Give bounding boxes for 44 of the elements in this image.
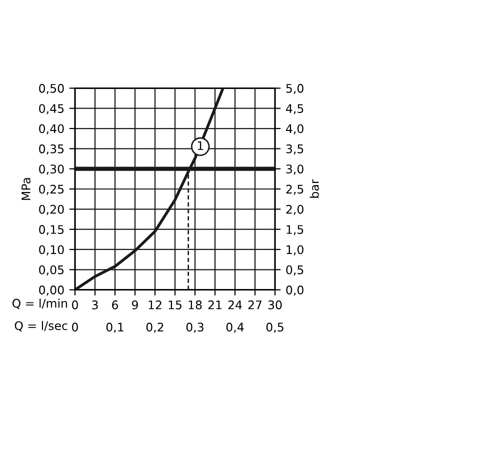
y-tick-label: 0,20: [39, 204, 64, 216]
x-tick-label: 21: [208, 300, 222, 310]
y-tick-label: 0,10: [39, 245, 64, 256]
y2-tick-label: 3,5: [286, 144, 304, 155]
y-tick-label: 0,25: [39, 184, 64, 195]
x-tick-label: 27: [248, 300, 262, 310]
x-tick-label: 15: [168, 300, 182, 310]
y2-tick-label: 1,0: [286, 245, 304, 256]
y-tick-label: 0,45: [39, 104, 64, 114]
x-tick-label: 24: [228, 300, 242, 310]
y2-tick-label: 1,5: [286, 225, 304, 236]
x-tick-label: 0: [72, 300, 78, 310]
x-tick-label: 6: [112, 300, 118, 310]
x2-axis-title: Q = l/sec: [14, 320, 68, 332]
x-axis-title: Q = l/min: [12, 298, 67, 310]
y2-tick-label: 3,0: [286, 164, 304, 175]
x-tick-label: 30: [268, 300, 282, 310]
y-axis-title: MPa: [22, 178, 30, 200]
x2-tick-label: 0,4: [226, 322, 244, 333]
x2-tick-label: 0,2: [146, 322, 164, 333]
y-tick-label: 0,40: [39, 124, 64, 134]
y2-tick-label: 0,5: [286, 265, 304, 276]
x2-tick-label: 0,3: [186, 322, 204, 333]
y2-tick-label: 0,0: [286, 286, 304, 296]
annotation: 1: [198, 141, 203, 150]
y2-tick-label: 2,5: [286, 184, 304, 195]
x-tick-label: 18: [188, 300, 202, 310]
y-tick-label: 0,35: [39, 144, 64, 155]
x-tick-label: 3: [92, 300, 98, 310]
y2-tick-label: 2,0: [286, 204, 304, 216]
x2-tick-label: 0,5: [266, 322, 284, 333]
y2-axis-title: bar: [310, 179, 319, 198]
y2-tick-label: 5,0: [286, 84, 304, 94]
x-tick-label: 9: [132, 300, 138, 310]
y-tick-label: 0,30: [39, 164, 64, 175]
x2-tick-label: 0,1: [106, 322, 124, 333]
y-tick-label: 0,15: [39, 225, 64, 236]
y-tick-label: 0,05: [39, 265, 64, 276]
x-tick-label: 12: [148, 300, 162, 310]
y-tick-label: 0,50: [39, 84, 64, 94]
y2-tick-label: 4,5: [286, 104, 304, 114]
y2-tick-label: 4,0: [286, 124, 304, 134]
y-tick-label: 0,00: [39, 286, 64, 296]
x2-tick-label: 0: [72, 322, 78, 332]
